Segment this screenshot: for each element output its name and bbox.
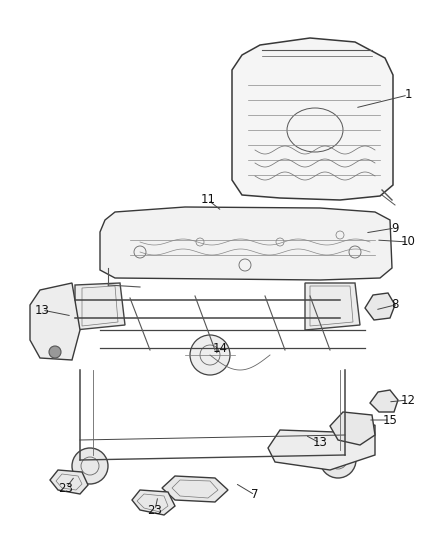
Polygon shape <box>100 207 392 280</box>
Ellipse shape <box>320 442 356 478</box>
Text: 8: 8 <box>391 298 399 311</box>
Text: 11: 11 <box>201 193 215 206</box>
Text: 12: 12 <box>400 393 416 407</box>
Polygon shape <box>330 412 375 445</box>
Ellipse shape <box>49 346 61 358</box>
Polygon shape <box>132 490 175 515</box>
Text: 9: 9 <box>391 222 399 235</box>
Polygon shape <box>50 470 88 494</box>
Polygon shape <box>30 283 80 360</box>
Text: 23: 23 <box>148 504 162 516</box>
Ellipse shape <box>190 335 230 375</box>
Ellipse shape <box>72 448 108 484</box>
Polygon shape <box>365 237 380 248</box>
Text: 15: 15 <box>382 414 397 426</box>
Text: 13: 13 <box>313 437 328 449</box>
Text: 1: 1 <box>404 88 412 101</box>
Polygon shape <box>365 293 395 320</box>
Polygon shape <box>162 476 228 502</box>
Polygon shape <box>268 425 375 470</box>
Polygon shape <box>232 38 393 200</box>
Polygon shape <box>370 390 398 412</box>
Text: 14: 14 <box>212 342 227 354</box>
Text: 23: 23 <box>59 481 74 495</box>
Text: 13: 13 <box>35 303 49 317</box>
Text: 10: 10 <box>401 236 415 248</box>
Polygon shape <box>370 222 388 238</box>
Polygon shape <box>305 283 360 330</box>
Text: 7: 7 <box>251 489 259 502</box>
Polygon shape <box>75 283 125 330</box>
